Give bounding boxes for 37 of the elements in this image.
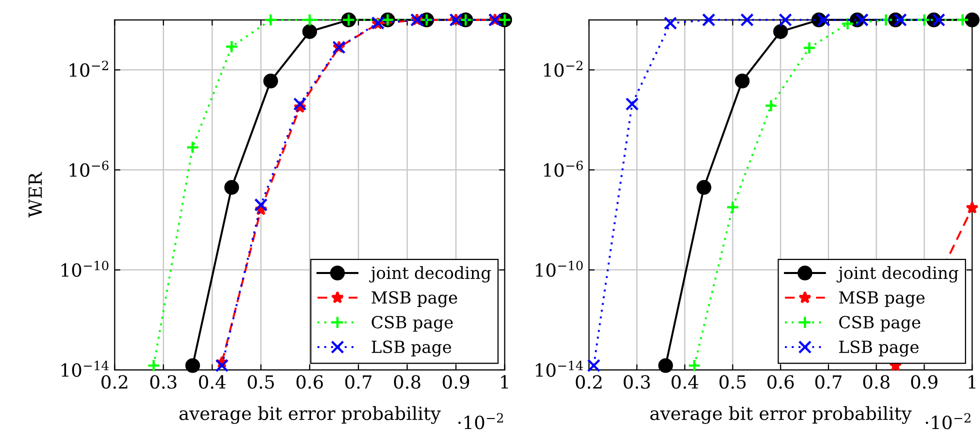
x-tick-label: 0.7 (815, 375, 842, 389)
x-tick-label: 0.8 (863, 375, 890, 389)
x-axis-title: average bit error probability (179, 406, 441, 424)
x-tick-label: 1 (501, 375, 508, 389)
x-tick-label: 0.2 (101, 375, 128, 389)
legend-label: joint decoding (836, 266, 958, 283)
x-axis-title: average bit error probability (650, 406, 912, 424)
legend-label: MSB page (839, 291, 925, 308)
x-tick-label: 0.3 (150, 375, 176, 389)
legend-label: MSB page (372, 291, 458, 308)
x-tick-label: 0.7 (345, 375, 372, 389)
x-tick-label: 0.2 (576, 375, 602, 389)
legend-label: joint decoding (369, 266, 491, 283)
x-tick-label: 0.8 (394, 375, 420, 389)
y-tick-label: 10$^{−6}$ (544, 160, 583, 177)
x-tick-label: 0.3 (624, 375, 650, 389)
y-tick-label: 10$^{−2}$ (544, 60, 582, 77)
legend-label: CSB page (839, 316, 920, 332)
x-tick-label: 0.4 (199, 375, 226, 389)
x-tick-label: 0.9 (442, 375, 470, 389)
x-tick-label: 0.9 (911, 375, 938, 389)
x-tick-label: 0.6 (296, 375, 323, 389)
y-tick-label: 10$^{−10}$ (536, 260, 583, 277)
x-tick-label: 0.4 (672, 375, 698, 389)
x-tick-label: 0.5 (720, 375, 746, 389)
x-tick-label: 0.5 (248, 375, 274, 389)
y-tick-label: 10$^{−6}$ (70, 160, 109, 177)
y-axis-title: WER (28, 172, 42, 218)
text: ·10$^{−2}$ (926, 413, 970, 430)
legend-label: LSB page (839, 340, 919, 357)
legend-label: LSB page (372, 340, 452, 357)
legend-label: CSB page (372, 316, 453, 332)
x-tick-label: 1 (968, 375, 976, 389)
y-tick-label: 10$^{−10}$ (62, 260, 108, 277)
text: ·10$^{−2}$ (458, 413, 503, 430)
x-tick-label: 0.6 (767, 375, 794, 389)
y-tick-label: 10$^{−2}$ (70, 60, 108, 77)
